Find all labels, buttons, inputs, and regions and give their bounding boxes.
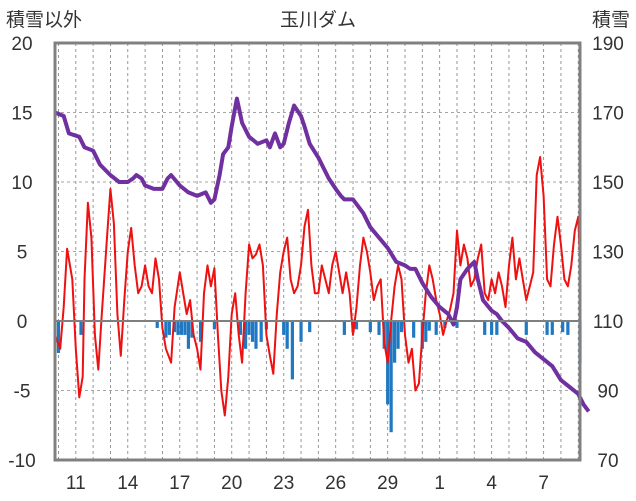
x-tick-label: 20 [221,473,242,494]
precip-bar [164,321,168,338]
precip-bar [524,321,528,335]
x-tick-label: 29 [377,473,398,494]
left-tick-label: 15 [11,104,32,125]
precip-bar [259,321,263,342]
precip-bar [389,321,393,433]
precip-bar [254,321,258,349]
plot-frame [53,41,582,462]
precip-bar [299,321,303,342]
precip-bar [490,321,494,335]
right-axis-ticks: 190 170 150 130 110 90 70 [592,34,624,472]
precip-bar [167,321,171,335]
chart-title: 玉川ダム [280,9,356,31]
right-tick-label: 190 [592,34,624,55]
precip-bar [308,321,312,333]
precip-bar [190,321,194,338]
left-tick-label: -5 [14,382,31,403]
precip-bar [434,321,438,335]
precip-bar [545,321,549,335]
plot-area [55,43,580,460]
right-tick-label: 170 [592,104,624,125]
precip-bar [393,321,397,363]
precip-bar [238,321,242,335]
precip-bar [282,321,286,335]
x-tick-label: 4 [486,473,497,494]
precip-bar [250,321,255,342]
right-tick-label: 150 [592,173,624,194]
precip-bar [399,321,404,333]
precip-bar [427,321,431,331]
temperature-line [54,156,581,417]
left-tick-label: 0 [17,312,28,333]
precip-bar [377,321,381,335]
right-axis-label: 積雪 [592,9,630,31]
x-tick-label: 1 [434,473,445,494]
precip-bar [155,321,159,328]
snow-depth-line [54,96,591,413]
right-tick-label: 90 [597,382,618,403]
precip-bar [561,321,565,333]
x-tick-label: 7 [538,473,549,494]
precip-bar [172,321,177,333]
left-tick-label: 10 [11,173,32,194]
precip-bar [424,321,428,342]
precip-bar [483,321,487,335]
precip-bar [455,321,459,328]
precip-bar [495,321,499,335]
left-axis-ticks: 20 15 10 5 0 -5 -10 [8,34,35,472]
precip-bar [212,321,217,330]
precip-bar [354,321,359,330]
right-tick-label: 70 [597,451,618,472]
plot-background [55,43,580,460]
left-axis-label: 積雪以外 [6,9,82,31]
precip-bar [179,321,184,335]
precip-bar [186,321,191,349]
precip-bar [247,321,251,335]
precip-bar [412,321,416,338]
precip-bar [368,321,372,333]
precip-bar [396,321,400,349]
left-tick-label: 20 [11,34,32,55]
precip-bar [198,321,203,342]
precip-bar [243,321,248,349]
precip-bar [290,321,294,380]
x-tick-label: 11 [66,473,86,494]
x-axis-ticks: 11 14 17 20 23 26 29 1 4 7 [66,473,549,494]
left-tick-label: 5 [17,243,28,264]
left-tick-label: -10 [8,451,35,472]
precip-bar [285,321,289,349]
precip-bar [550,321,554,335]
precip-bar [183,321,187,335]
x-tick-label: 17 [169,473,190,494]
x-tick-label: 14 [117,473,139,494]
x-tick-label: 23 [273,473,294,494]
precip-bar [342,321,346,335]
precip-bar [79,321,83,335]
right-tick-label: 130 [592,243,624,264]
x-tick-label: 26 [325,473,346,494]
precip-bar [176,321,180,335]
precip-bar [56,321,61,353]
right-tick-label: 110 [593,312,623,333]
precip-bar [566,321,570,335]
